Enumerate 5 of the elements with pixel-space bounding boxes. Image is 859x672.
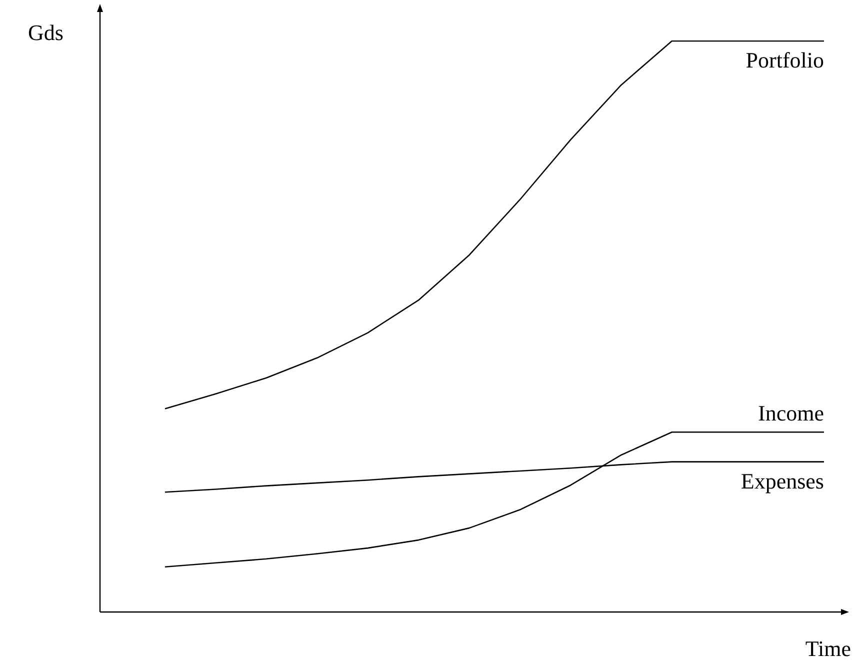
x-axis-title: Time	[805, 636, 851, 662]
series-label: Expenses	[740, 468, 824, 494]
y-axis-title: Gds	[28, 20, 64, 46]
series-label: Portfolio	[746, 48, 824, 72]
series-label: Income	[758, 400, 824, 426]
